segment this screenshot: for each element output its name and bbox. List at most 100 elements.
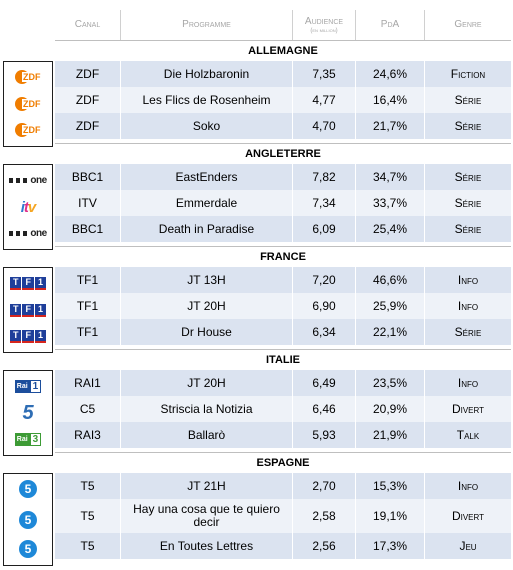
table-header: Canal Programme Audience (en million) Pd… — [3, 10, 511, 40]
cell-programme: JT 13H — [121, 267, 293, 293]
cell-genre: Série — [454, 118, 482, 133]
cell-pda: 22,1% — [356, 319, 425, 345]
cell-canal: ITV — [55, 190, 121, 216]
cell-genre: Série — [454, 169, 482, 184]
rai1-logo: Rai 1 — [4, 373, 52, 399]
cell-pda: 17,3% — [356, 533, 425, 559]
zdf-logo: ZDF — [4, 91, 52, 117]
cell-pda: 24,6% — [356, 61, 425, 87]
table-row: T5 Hay una cosa que te quiero decir 2,58… — [55, 499, 511, 533]
cell-programme: Soko — [121, 113, 293, 139]
cell-audience: 7,82 — [293, 164, 356, 190]
cell-canal: BBC1 — [55, 216, 121, 242]
cell-pda: 21,9% — [356, 422, 425, 448]
logo-box-italie: Rai 1 5 Rai 3 — [3, 370, 53, 456]
cell-audience: 6,09 — [293, 216, 356, 242]
cell-pda: 16,4% — [356, 87, 425, 113]
cell-programme: JT 21H — [121, 473, 293, 499]
cell-pda: 34,7% — [356, 164, 425, 190]
table-row: ZDF Die Holzbaronin 7,35 24,6% Fiction — [55, 61, 511, 87]
table-row: C5 Striscia la Notizia 6,46 20,9% Divert — [55, 396, 511, 422]
telecinco-logo: 5 — [4, 506, 52, 534]
cell-pda: 46,6% — [356, 267, 425, 293]
table-row: BBC1 EastEnders 7,82 34,7% Série — [55, 164, 511, 190]
logo-box-angleterre: one itv one — [3, 164, 53, 250]
cell-genre: Fiction — [450, 66, 486, 81]
cell-audience: 7,34 — [293, 190, 356, 216]
cell-genre: Divert — [451, 401, 485, 416]
canale5-logo: 5 — [22, 402, 34, 424]
cell-genre: Info — [457, 272, 479, 287]
table-row: TF1 JT 20H 6,90 25,9% Info — [55, 293, 511, 319]
cell-genre: Jeu — [459, 538, 477, 553]
table-row: BBC1 Death in Paradise 6,09 25,4% Série — [55, 216, 511, 242]
cell-canal: ZDF — [55, 87, 121, 113]
cell-programme: Les Flics de Rosenheim — [121, 87, 293, 113]
cell-pda: 15,3% — [356, 473, 425, 499]
cell-pda: 33,7% — [356, 190, 425, 216]
cell-genre: Série — [454, 324, 482, 339]
bbc-one-logo: one — [4, 220, 52, 246]
zdf-logo: ZDF — [4, 117, 52, 143]
table-row: T5 En Toutes Lettres 2,56 17,3% Jeu — [55, 533, 511, 559]
cell-audience: 2,56 — [293, 533, 356, 559]
table-row: ZDF Les Flics de Rosenheim 4,77 16,4% Sé… — [55, 87, 511, 113]
zdf-logo: ZDF — [4, 64, 52, 90]
cell-genre: Talk — [456, 427, 480, 442]
cell-audience: 2,70 — [293, 473, 356, 499]
section-header: ITALIE — [55, 349, 511, 369]
cell-pda: 20,9% — [356, 396, 425, 422]
itv-logo: itv — [20, 198, 37, 216]
cell-canal: TF1 — [55, 293, 121, 319]
cell-canal: RAI1 — [55, 370, 121, 396]
cell-genre: Info — [457, 375, 479, 390]
cell-pda: 23,5% — [356, 370, 425, 396]
cell-audience: 5,93 — [293, 422, 356, 448]
cell-audience: 6,46 — [293, 396, 356, 422]
cell-canal: C5 — [55, 396, 121, 422]
cell-programme: Dr House — [121, 319, 293, 345]
cell-canal: ZDF — [55, 61, 121, 87]
logo-box-espagne: 5 5 5 — [3, 473, 53, 566]
cell-audience: 4,77 — [293, 87, 356, 113]
logo-box-allemagne: ZDF ZDF ZDF — [3, 61, 53, 147]
cell-programme: EastEnders — [121, 164, 293, 190]
table-row: T5 JT 21H 2,70 15,3% Info — [55, 473, 511, 499]
header-canal: Canal — [55, 10, 121, 40]
section-header: FRANCE — [55, 246, 511, 266]
cell-pda: 19,1% — [356, 499, 425, 533]
cell-programme: Ballarò — [121, 422, 293, 448]
cell-canal: TF1 — [55, 319, 121, 345]
cell-pda: 25,4% — [356, 216, 425, 242]
cell-genre: Série — [454, 221, 482, 236]
cell-canal: BBC1 — [55, 164, 121, 190]
section-header: ALLEMAGNE — [55, 40, 511, 60]
cell-genre: Info — [457, 478, 479, 493]
cell-genre: Divert — [451, 508, 485, 523]
cell-programme: JT 20H — [121, 370, 293, 396]
cell-audience: 6,90 — [293, 293, 356, 319]
cell-programme: JT 20H — [121, 293, 293, 319]
cell-canal: TF1 — [55, 267, 121, 293]
cell-genre: Info — [457, 298, 479, 313]
cell-audience: 6,34 — [293, 319, 356, 345]
table-row: TF1 Dr House 6,34 22,1% Série — [55, 319, 511, 345]
cell-canal: T5 — [55, 533, 121, 559]
cell-genre: Série — [454, 195, 482, 210]
cell-pda: 25,9% — [356, 293, 425, 319]
table-row: RAI3 Ballarò 5,93 21,9% Talk — [55, 422, 511, 448]
cell-programme: En Toutes Lettres — [121, 533, 293, 559]
rai3-logo: Rai 3 — [4, 426, 52, 452]
cell-programme: Die Holzbaronin — [121, 61, 293, 87]
header-audience-sub: (en million) — [310, 27, 338, 34]
bbc-one-logo: one — [4, 167, 52, 193]
header-pda: PdA — [356, 10, 425, 40]
cell-canal: T5 — [55, 499, 121, 533]
cell-canal: T5 — [55, 473, 121, 499]
table-row: ZDF Soko 4,70 21,7% Série — [55, 113, 511, 139]
header-programme: Programme — [121, 10, 293, 40]
cell-programme: Striscia la Notizia — [121, 396, 293, 422]
